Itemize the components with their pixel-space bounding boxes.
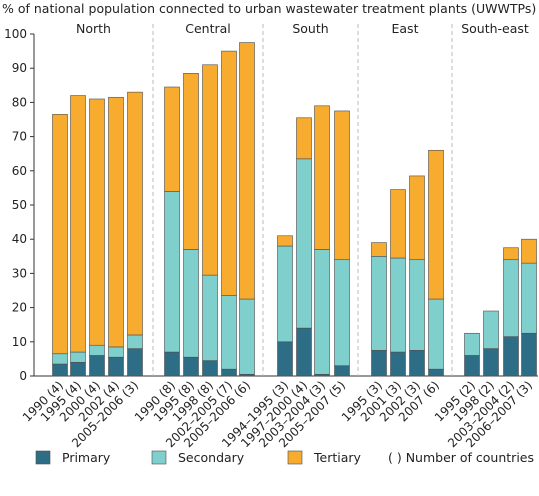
legend-swatch	[151, 450, 167, 465]
bar-segment-secondary	[464, 332, 480, 356]
bar-segment-primary	[521, 332, 537, 377]
bar-segment-secondary	[277, 245, 293, 343]
y-tick-label: 80	[12, 95, 27, 109]
bar-segment-secondary	[164, 191, 180, 353]
bar-segment-primary	[428, 368, 444, 377]
bar-segment-secondary	[371, 255, 387, 351]
bar-segment-primary	[409, 350, 425, 377]
group-label: North	[76, 21, 111, 36]
legend: Primary Secondary Tertiary ( ) Number of co…	[35, 450, 534, 465]
bar-segment-tertiary	[371, 242, 387, 257]
bar-segment-primary	[371, 350, 387, 377]
bar-segment-primary	[52, 363, 68, 377]
group-label: East	[392, 21, 419, 36]
bar-segment-primary	[483, 348, 499, 377]
bars	[52, 42, 537, 377]
y-tick-label: 100	[4, 27, 27, 41]
bar-segment-primary	[390, 351, 406, 377]
y-tick-label: 70	[12, 130, 27, 144]
bar-segment-tertiary	[314, 105, 330, 250]
legend-label: Tertiary	[313, 450, 362, 465]
bar-segment-secondary	[428, 298, 444, 370]
bar-segment-tertiary	[70, 95, 86, 353]
bar-segment-secondary	[521, 262, 537, 334]
bar-segment-secondary	[52, 353, 68, 365]
legend-label: Primary	[62, 450, 111, 465]
y-tick-label: 90	[12, 61, 27, 75]
bar-segment-secondary	[314, 249, 330, 375]
bar-segment-secondary	[239, 298, 255, 375]
legend-label: Secondary	[178, 450, 245, 465]
y-tick-label: 20	[12, 301, 27, 315]
bar-segment-secondary	[503, 259, 519, 337]
y-tick-label: 0	[19, 369, 27, 383]
y-tick-label: 30	[12, 266, 27, 280]
bar-segment-primary	[464, 355, 480, 377]
bar-segment-secondary	[334, 259, 350, 367]
bar-segment-primary	[202, 360, 218, 377]
bar-segment-tertiary	[127, 91, 143, 336]
bar-segment-primary	[503, 336, 519, 377]
bar-segment-secondary	[89, 344, 105, 356]
bar-segment-tertiary	[296, 117, 312, 160]
bar-segment-tertiary	[202, 64, 218, 276]
bar-segment-primary	[89, 355, 105, 377]
legend-swatch	[287, 450, 303, 465]
group-label: Central	[185, 21, 231, 36]
legend-swatch	[35, 450, 51, 465]
bar-segment-primary	[277, 341, 293, 377]
bar-segment-tertiary	[89, 98, 105, 346]
bar-segment-tertiary	[334, 110, 350, 261]
bar-segment-secondary	[296, 158, 312, 329]
bar-segment-secondary	[127, 334, 143, 349]
bar-segment-secondary	[70, 351, 86, 363]
bar-segment-tertiary	[428, 149, 444, 300]
axes: 0 10 20 30 40 50 60 70 80 90 100	[4, 24, 538, 383]
bar-segment-tertiary	[277, 235, 293, 247]
bar-segment-tertiary	[108, 96, 124, 348]
bar-segment-tertiary	[521, 238, 537, 264]
bar-segment-secondary	[409, 259, 425, 351]
bar-segment-primary	[296, 327, 312, 377]
bar-segment-secondary	[202, 274, 218, 361]
bar-segment-secondary	[221, 295, 237, 370]
bar-segment-secondary	[390, 257, 406, 353]
bar-segment-tertiary	[183, 73, 199, 250]
y-tick-label: 60	[12, 164, 27, 178]
bar-segment-tertiary	[164, 86, 180, 192]
bar-segment-primary	[183, 356, 199, 377]
y-tick-label: 10	[12, 335, 27, 349]
bar-segment-tertiary	[503, 247, 519, 261]
bar-segment-tertiary	[390, 189, 406, 259]
bar-segment-tertiary	[52, 114, 68, 355]
bar-segment-tertiary	[239, 42, 255, 300]
bar-segment-primary	[221, 368, 237, 377]
bar-segment-secondary	[108, 346, 124, 358]
group-label: South-east	[461, 21, 529, 36]
bar-segment-primary	[164, 351, 180, 377]
bar-segment-tertiary	[221, 50, 237, 296]
bar-segment-primary	[127, 348, 143, 377]
group-label: South	[292, 21, 328, 36]
bar-segment-primary	[108, 356, 124, 377]
bar-segment-secondary	[483, 310, 499, 349]
y-tick-label: 40	[12, 232, 27, 246]
bar-segment-secondary	[183, 249, 199, 358]
bar-segment-primary	[70, 362, 86, 377]
y-tick-label: 50	[12, 198, 27, 212]
bar-segment-tertiary	[409, 175, 425, 261]
legend-note: ( ) Number of countries	[388, 450, 534, 465]
bar-segment-primary	[334, 365, 350, 377]
chart-title: % of national population connected to ur…	[2, 1, 536, 16]
